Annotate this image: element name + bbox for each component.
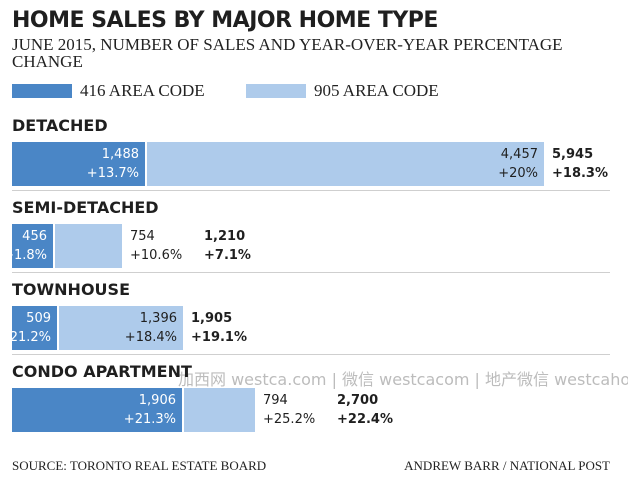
chart-title: HOME SALES BY MAJOR HOME TYPE — [12, 8, 438, 33]
bar-416-value: 509 — [26, 311, 51, 326]
total-value: 5,945 — [552, 147, 594, 162]
credit-note: ANDREW BARR / NATIONAL POST — [404, 458, 610, 473]
bar-416: 509 +21.2% — [0, 306, 57, 350]
bar-416-change: +13.7% — [86, 166, 139, 181]
legend-label-416: 416 AREA CODE — [80, 81, 205, 100]
bar-416-value: 1,906 — [138, 393, 176, 408]
bar-905 — [55, 224, 122, 268]
bar-905: 1,396 +18.4% — [59, 306, 183, 350]
bar-905-label: 794 +25.2% — [263, 391, 315, 429]
total-value: 2,700 — [337, 393, 379, 408]
total-change: +22.4% — [337, 412, 393, 427]
bar-416: 1,906 +21.3% — [12, 388, 182, 432]
category-label: SEMI-DETACHED — [12, 198, 159, 217]
total-change: +7.1% — [204, 248, 251, 263]
bar-905-label: 4,457 +20% — [498, 145, 538, 183]
bar-416-change: +21.3% — [123, 412, 176, 427]
bar-905-value: 1,396 — [139, 311, 177, 326]
watermark: 加西网 westca.com | 微信 westcacom | 地产微信 wes… — [178, 370, 628, 389]
category-label: TOWNHOUSE — [12, 280, 130, 299]
total-value: 1,210 — [204, 229, 246, 244]
chart-subtitle: JUNE 2015, NUMBER OF SALES AND YEAR-OVER… — [12, 35, 563, 71]
bar-905 — [184, 388, 255, 432]
category-divider — [12, 272, 610, 273]
bar-905: 4,457 +20% — [147, 142, 544, 186]
bar-905-value: 4,457 — [500, 147, 538, 162]
bar-905-change: +10.6% — [130, 248, 183, 263]
total-change: +18.3% — [552, 166, 608, 181]
legend-swatch-416 — [12, 84, 72, 98]
total-change: +19.1% — [191, 330, 247, 345]
category-divider — [12, 354, 610, 355]
bar-416-value: 1,488 — [101, 147, 139, 162]
bar-416-change: +21.2% — [0, 330, 51, 345]
legend-swatch-905 — [246, 84, 306, 98]
total-label: 1,905 +19.1% — [191, 309, 247, 347]
bar-416-label: 456 +1.8% — [3, 227, 47, 265]
bar-905-label: 754 +10.6% — [130, 227, 182, 265]
legend-label-905: 905 AREA CODE — [314, 81, 439, 100]
bar-905-value: 754 — [130, 229, 155, 244]
bar-905-change: +25.2% — [263, 412, 316, 427]
bar-905-label: 1,396 +18.4% — [125, 309, 177, 347]
source-note: SOURCE: TORONTO REAL ESTATE BOARD — [12, 458, 267, 473]
bar-416-label: 509 +21.2% — [0, 309, 51, 347]
bar-905-change: +20% — [498, 166, 538, 181]
total-label: 2,700 +22.4% — [337, 391, 393, 429]
category-label: DETACHED — [12, 116, 108, 135]
category-divider — [12, 190, 610, 191]
legend-item-416: 416 AREA CODE — [12, 80, 205, 102]
total-value: 1,905 — [191, 311, 233, 326]
bar-905-change: +18.4% — [124, 330, 177, 345]
bar-416-change: +1.8% — [3, 248, 47, 263]
total-label: 1,210 +7.1% — [204, 227, 251, 265]
bar-416-label: 1,906 +21.3% — [124, 391, 176, 429]
total-label: 5,945 +18.3% — [552, 145, 608, 183]
bar-416: 456 +1.8% — [3, 224, 53, 268]
bar-905-value: 794 — [263, 393, 288, 408]
bar-416: 1,488 +13.7% — [12, 142, 145, 186]
category-label: CONDO APARTMENT — [12, 362, 192, 381]
bar-416-label: 1,488 +13.7% — [87, 145, 139, 183]
bar-416-value: 456 — [22, 229, 47, 244]
legend-item-905: 905 AREA CODE — [246, 80, 439, 102]
